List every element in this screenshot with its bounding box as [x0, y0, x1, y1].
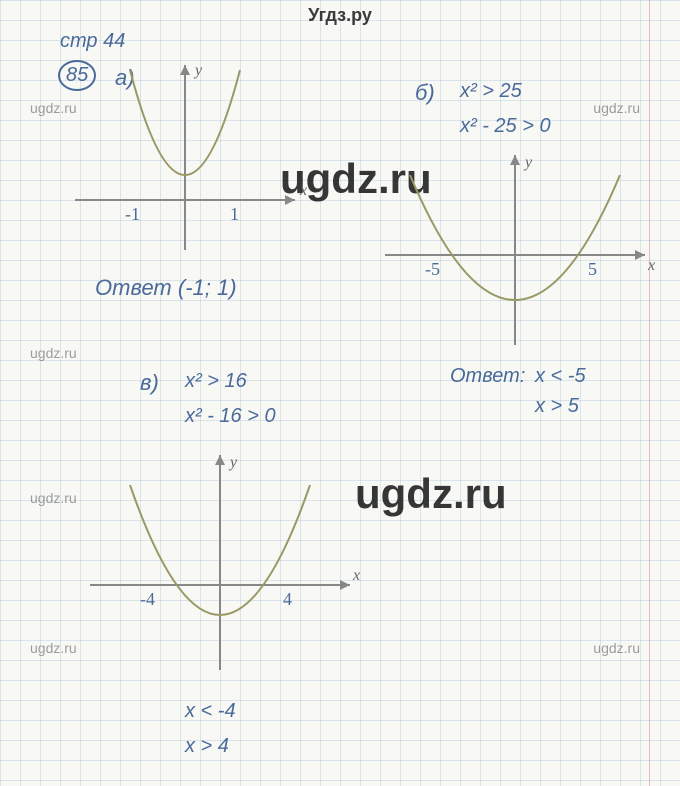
- svg-text:x: x: [299, 182, 307, 199]
- watermark-small-5: ugdz.ru: [30, 640, 77, 656]
- watermark-small-6: ugdz.ru: [593, 640, 640, 656]
- watermark-small-4: ugdz.ru: [30, 490, 77, 506]
- watermark-small-2: ugdz.ru: [593, 100, 640, 116]
- svg-text:-4: -4: [140, 589, 155, 609]
- svg-text:y: y: [523, 154, 533, 171]
- svg-text:y: y: [228, 454, 238, 471]
- part-c-ineq2: x² - 16 > 0: [185, 405, 276, 428]
- header-site: Угдз.ру: [308, 5, 372, 26]
- svg-text:x: x: [647, 257, 655, 274]
- svg-text:5: 5: [588, 259, 597, 279]
- part-c-ineq1: x² > 16: [185, 370, 247, 393]
- part-b-ineq2: x² - 25 > 0: [460, 115, 551, 138]
- part-b-ineq1: x² > 25: [460, 80, 522, 103]
- part-c-label: в): [140, 370, 159, 396]
- part-b-answer2: x > 5: [535, 395, 579, 418]
- chart-b: y x -5 5: [370, 145, 660, 355]
- margin-line: [649, 0, 650, 786]
- part-a-answer: Ответ (-1; 1): [95, 275, 237, 301]
- chart-c: y x -4 4: [75, 445, 365, 675]
- svg-text:-1: -1: [125, 204, 140, 224]
- svg-text:1: 1: [230, 204, 239, 224]
- svg-text:-5: -5: [425, 259, 440, 279]
- part-c-answer2: x > 4: [185, 735, 229, 758]
- chart-a: y x -1 1: [55, 50, 315, 260]
- part-b-answer1: x < -5: [535, 365, 586, 388]
- part-c-answer1: x < -4: [185, 700, 236, 723]
- watermark-small-3: ugdz.ru: [30, 345, 77, 361]
- svg-text:x: x: [352, 567, 360, 584]
- svg-text:4: 4: [283, 589, 292, 609]
- part-b-label: б): [415, 80, 435, 106]
- svg-text:y: y: [193, 62, 203, 79]
- part-b-answer-prefix: Ответ:: [450, 365, 525, 388]
- watermark-large-2: ugdz.ru: [355, 470, 507, 518]
